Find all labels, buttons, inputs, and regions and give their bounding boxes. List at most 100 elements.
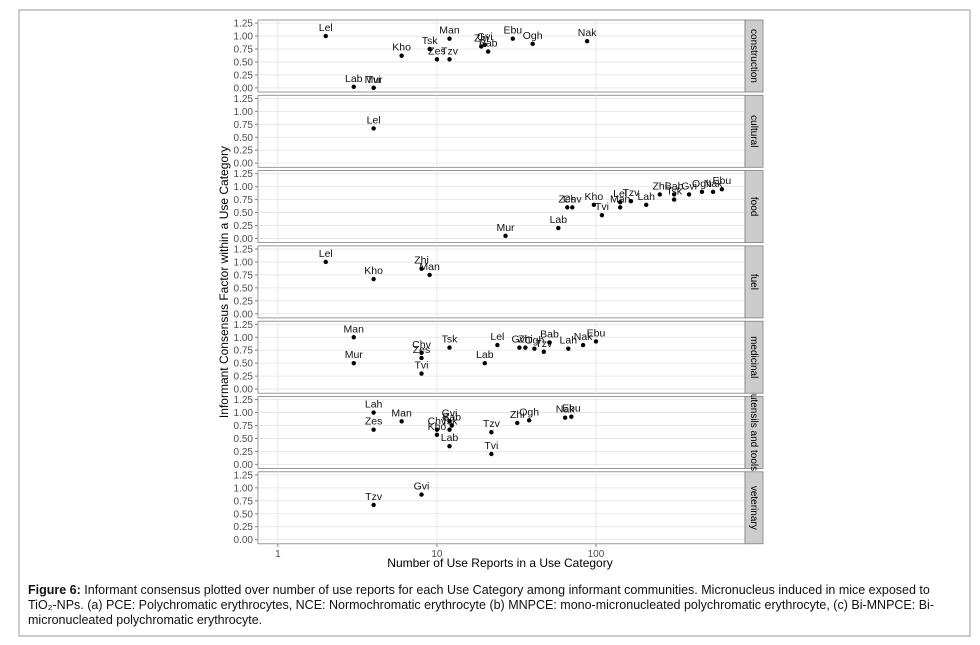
figure-frame (18, 9, 971, 637)
point-label: Gvi (512, 334, 528, 346)
point (593, 339, 599, 344)
point-label: Nak (704, 178, 723, 190)
x-tick-label: 10 (431, 549, 443, 560)
point (657, 192, 663, 197)
facet-strip (744, 170, 764, 244)
point-label: Chv (428, 416, 447, 428)
point (371, 427, 376, 432)
facet-label: cultural (748, 115, 759, 147)
point (686, 192, 692, 197)
y-tick-label: 1.00 (234, 32, 254, 43)
point (644, 202, 649, 207)
point-label: Zhi (653, 180, 668, 192)
y-tick-label: 0.50 (234, 208, 254, 219)
point-label: Lel (613, 188, 627, 200)
point-label: Nak (556, 404, 575, 416)
facet-strip (744, 19, 764, 93)
point (566, 346, 571, 351)
panel (257, 471, 746, 545)
y-axis-label: Informant Consensus Factor within a Use … (217, 146, 231, 418)
point-label: Gvi (681, 180, 697, 192)
point (351, 335, 356, 340)
point-label: Tzv (365, 491, 383, 503)
facet-label: medicinal (748, 336, 759, 378)
point (371, 85, 376, 91)
point (482, 42, 487, 48)
point-label: Chv (412, 339, 431, 351)
y-tick-label: 0.75 (234, 45, 254, 56)
point-label: Tvi (484, 440, 498, 452)
y-tick-label: 1.25 (234, 470, 254, 481)
point-label: Lel (367, 114, 381, 126)
point-label: Kho (392, 42, 411, 54)
point-label: Ebu (713, 175, 732, 187)
point-label: Man (439, 25, 460, 37)
point (503, 233, 508, 239)
point-label: Tsk (442, 416, 459, 428)
y-tick-label: 1.00 (234, 408, 254, 419)
facet-strip (744, 94, 764, 168)
point (419, 266, 424, 271)
y-tick-label: 1.25 (234, 94, 254, 105)
caption: Figure 6: Informant consensus plotted ov… (28, 583, 958, 628)
point-label: Bab (540, 328, 559, 340)
point (569, 414, 574, 419)
point (565, 205, 570, 210)
y-tick-label: 0.25 (234, 70, 254, 81)
y-tick-label: 0.25 (234, 372, 254, 383)
y-tick-label: 0.75 (234, 421, 254, 432)
point-label: Zhi (414, 255, 429, 267)
point (671, 192, 677, 197)
point-label: Kho (428, 421, 447, 433)
y-tick-label: 0.25 (234, 221, 254, 232)
y-tick-label: 0.50 (234, 133, 254, 144)
facet-strip (744, 245, 764, 319)
point-label: Man (391, 407, 412, 419)
point-label: Tsk (666, 186, 683, 198)
point (617, 205, 623, 210)
point (447, 36, 452, 41)
point (628, 198, 634, 204)
point (447, 427, 452, 432)
y-tick-label: 0.25 (234, 522, 254, 533)
point-label: Gvi (477, 31, 493, 43)
caption-label: Figure 6: (28, 583, 81, 597)
y-tick-label: 1.25 (234, 19, 254, 30)
point (489, 430, 494, 435)
caption-text: Informant consensus plotted over number … (28, 583, 934, 627)
point-label: Mur (365, 74, 384, 86)
point (447, 57, 452, 62)
point (510, 36, 516, 41)
point (584, 39, 590, 44)
y-tick-label: 0.00 (234, 159, 254, 170)
point-label: Kho (585, 191, 604, 203)
point-label: Ebu (562, 403, 581, 415)
point-label: Ogh (519, 406, 539, 418)
point (434, 432, 440, 438)
point-label: Tzv (623, 187, 641, 199)
y-tick-label: 1.25 (234, 395, 254, 406)
point (482, 360, 487, 366)
point (523, 345, 528, 350)
x-axis-label: Number of Use Reports in a Use Category (387, 556, 612, 570)
point (515, 420, 520, 426)
point (323, 33, 328, 39)
facet-strip (744, 396, 764, 469)
point (427, 272, 432, 278)
y-tick-label: 0.50 (234, 434, 254, 445)
point (710, 189, 716, 195)
point-label: Tzv (483, 418, 501, 430)
point (719, 187, 725, 192)
point (547, 340, 552, 345)
point-label: Lab (441, 432, 459, 444)
point-label: Lel (490, 331, 504, 343)
y-tick-label: 1.25 (234, 169, 254, 180)
point (591, 202, 597, 207)
point-label: Lah (365, 399, 383, 411)
facet-label: food (748, 197, 759, 216)
point-label: Zes (559, 193, 577, 205)
point (399, 53, 404, 58)
y-tick-label: 0.75 (234, 346, 254, 357)
